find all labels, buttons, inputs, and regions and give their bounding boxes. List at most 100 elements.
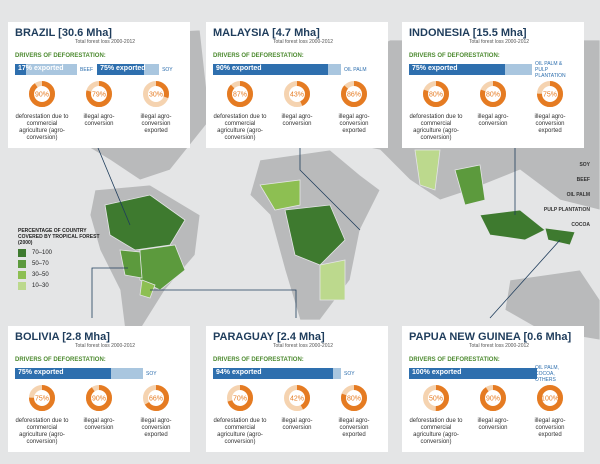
southern-africa (319, 259, 346, 301)
connector (91, 267, 128, 318)
export-product: SOY (146, 370, 157, 377)
donut-row: 75% deforestation due to commercial agric… (15, 384, 183, 446)
donut-arc (227, 385, 253, 411)
export-bar (409, 368, 537, 379)
export-bar (15, 368, 111, 379)
donut-arc (143, 385, 169, 411)
export-bar-track: 17% exported (15, 64, 77, 75)
donut-arc (537, 81, 563, 107)
donut-caption: deforestation due to commercial agricult… (409, 418, 463, 445)
legend-label: 10–30 (32, 283, 49, 289)
donut-row: 50% deforestation due to commercial agric… (409, 384, 577, 446)
paraguay (139, 279, 156, 299)
panel-subtitle: Total forest loss 2000-2012 (75, 39, 136, 45)
donut-arc (284, 385, 310, 411)
export-product: OIL PALM & PULP PLANTATION (535, 60, 566, 79)
brazil-north (104, 194, 186, 251)
donut-arc (86, 81, 112, 107)
donut-label: 79% (92, 92, 106, 99)
panel-subtitle: Total forest loss 2000-2012 (469, 343, 530, 349)
donut-item: 90% deforestation due to commercial agric… (15, 80, 69, 142)
donut-item: 75% deforestation due to commercial agric… (15, 384, 69, 446)
product-legend-label: COCOA (571, 222, 590, 228)
donut-caption: deforestation due to commercial agricult… (15, 418, 69, 445)
legend-label: 50–70 (32, 261, 49, 267)
donut-item: 90% illegal agro-conversion (466, 384, 520, 446)
product-legend-label: PULP PLANTATION (543, 207, 590, 213)
legend-label: 70–100 (32, 250, 53, 256)
donut: 87% (227, 81, 253, 107)
drivers-label: DRIVERS OF DEFORESTATION: (15, 53, 106, 59)
export-bar (409, 64, 505, 75)
connector (150, 289, 297, 318)
donut-label: 75% (543, 92, 557, 99)
donut-row: 87% deforestation due to commercial agric… (213, 80, 381, 142)
panel-subtitle: Total forest loss 2000-2012 (75, 343, 136, 349)
product-legend-label: SOY (579, 162, 590, 168)
donut: 80% (423, 81, 449, 107)
donut-item: 80% illegal agro-conversion (466, 80, 520, 142)
drivers-label: DRIVERS OF DEFORESTATION: (15, 357, 106, 363)
export-bars: 94% exported SOY (213, 368, 381, 379)
donut-caption: illegal agro-conversion (281, 114, 313, 127)
export-bars: 17% exported BEEF 75% exported SOY (15, 64, 183, 75)
export-label: 75% exported (412, 65, 458, 72)
donut-row: 90% deforestation due to commercial agric… (15, 80, 183, 142)
donut-label: 87% (233, 92, 247, 99)
west-africa (259, 179, 301, 211)
donut: 80% (480, 81, 506, 107)
legend-item: 10–30 (18, 282, 108, 290)
export-product: OIL PALM (344, 66, 367, 73)
donut-caption: illegal agro-conversion (83, 114, 115, 127)
export-bars: 100% exported OIL PALM, COCOA, OTHERS (409, 365, 577, 383)
export-bar-track: 100% exported (409, 368, 537, 379)
donut-caption: illegal agro-conversion exported (140, 114, 172, 134)
connector (489, 239, 561, 319)
donut: 50% (423, 385, 449, 411)
donut-arc (29, 81, 55, 107)
donut-label: 90% (35, 92, 49, 99)
donut-item: 80% deforestation due to commercial agric… (409, 80, 463, 142)
donut: 79% (86, 81, 112, 107)
donut-item: 75% illegal agro-conversion exported (523, 80, 577, 142)
donut-label: 90% (92, 396, 106, 403)
donut-arc (227, 81, 253, 107)
donut-row: 70% deforestation due to commercial agric… (213, 384, 381, 446)
donut: 86% (341, 81, 367, 107)
donut-label: 43% (290, 92, 304, 99)
drivers-label: DRIVERS OF DEFORESTATION: (409, 53, 500, 59)
donut: 70% (227, 385, 253, 411)
donut-label: 30% (149, 92, 163, 99)
donut-label: 100% (541, 396, 559, 403)
panel-subtitle: Total forest loss 2000-2012 (469, 39, 530, 45)
indonesia (479, 209, 546, 241)
bolivia (119, 249, 143, 279)
donut-label: 42% (290, 396, 304, 403)
export-product: SOY (344, 370, 355, 377)
panel-title: PAPUA NEW GUINEA [0.6 Mha] (409, 331, 572, 343)
india (414, 149, 441, 191)
drivers-label: DRIVERS OF DEFORESTATION: (213, 53, 304, 59)
legend-swatch (18, 260, 26, 268)
donut-item: 70% deforestation due to commercial agric… (213, 384, 267, 446)
panel-subtitle: Total forest loss 2000-2012 (273, 343, 334, 349)
donut-label: 75% (35, 396, 49, 403)
donut-arc (29, 385, 55, 411)
country-panel: BOLIVIA [2.8 Mha] Total forest loss 2000-… (8, 326, 190, 452)
donut-item: 87% deforestation due to commercial agric… (213, 80, 267, 142)
donut-arc (480, 385, 506, 411)
donut-arc (537, 385, 563, 411)
australia (504, 269, 600, 341)
country-panel: BRAZIL [30.6 Mha] Total forest loss 2000-… (8, 22, 190, 148)
export-bar (213, 368, 334, 379)
product-legend-label: BEEF (576, 177, 590, 183)
donut: 90% (29, 81, 55, 107)
export-bar-track: 75% exported (97, 64, 160, 75)
donut-caption: illegal agro-conversion exported (534, 114, 566, 134)
panel-title: INDONESIA [15.5 Mha] (409, 27, 527, 39)
drivers-label: DRIVERS OF DEFORESTATION: (409, 357, 500, 363)
export-label: 75% exported (100, 65, 146, 72)
donut-caption: deforestation due to commercial agricult… (213, 114, 267, 141)
donut: 100% (537, 385, 563, 411)
donut-item: 66% illegal agro-conversion exported (129, 384, 183, 446)
